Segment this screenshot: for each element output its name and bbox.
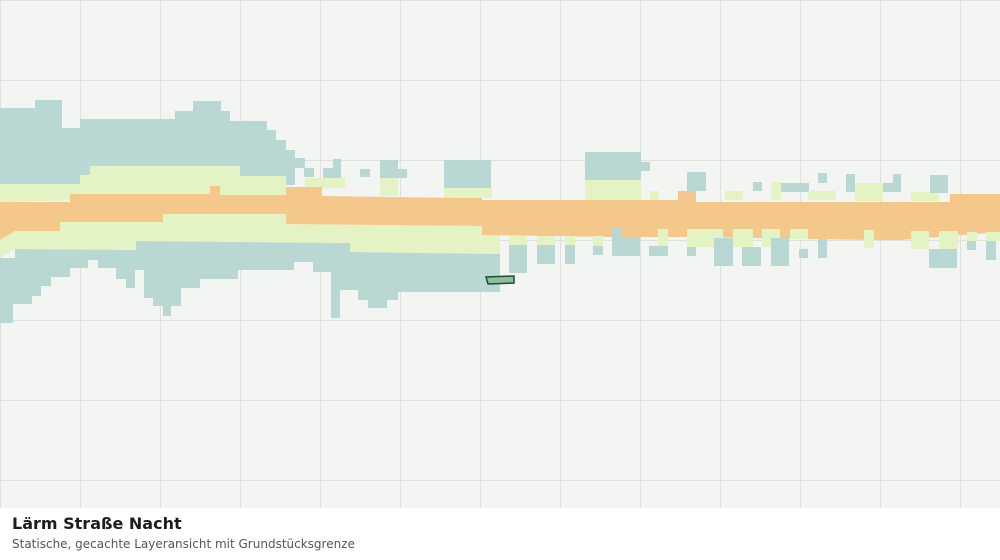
map [0, 0, 1000, 508]
noise-layer [0, 100, 1000, 323]
parcel-boundary[interactable] [485, 275, 515, 285]
layer-title: Lärm Straße Nacht [12, 514, 182, 533]
legend-panel: Lärm Straße Nacht Statische, gecachte La… [0, 508, 1000, 560]
layer-subtitle: Statische, gecachte Layeransicht mit Gru… [12, 537, 355, 551]
